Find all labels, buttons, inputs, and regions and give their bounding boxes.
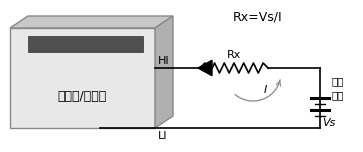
Polygon shape	[155, 16, 173, 128]
Text: Vs: Vs	[322, 118, 335, 128]
Text: HI: HI	[158, 56, 170, 66]
Text: Rx=Vs/I: Rx=Vs/I	[233, 10, 283, 23]
Text: Rx: Rx	[227, 50, 241, 60]
Polygon shape	[198, 60, 212, 76]
FancyBboxPatch shape	[28, 36, 143, 52]
Text: 电压: 电压	[332, 90, 344, 100]
Text: 外部: 外部	[332, 76, 344, 86]
Text: 静电计/皮安计: 静电计/皮安计	[58, 90, 107, 102]
Text: LI: LI	[158, 131, 167, 141]
FancyBboxPatch shape	[10, 28, 155, 128]
Text: I: I	[264, 85, 267, 95]
Polygon shape	[10, 16, 173, 28]
